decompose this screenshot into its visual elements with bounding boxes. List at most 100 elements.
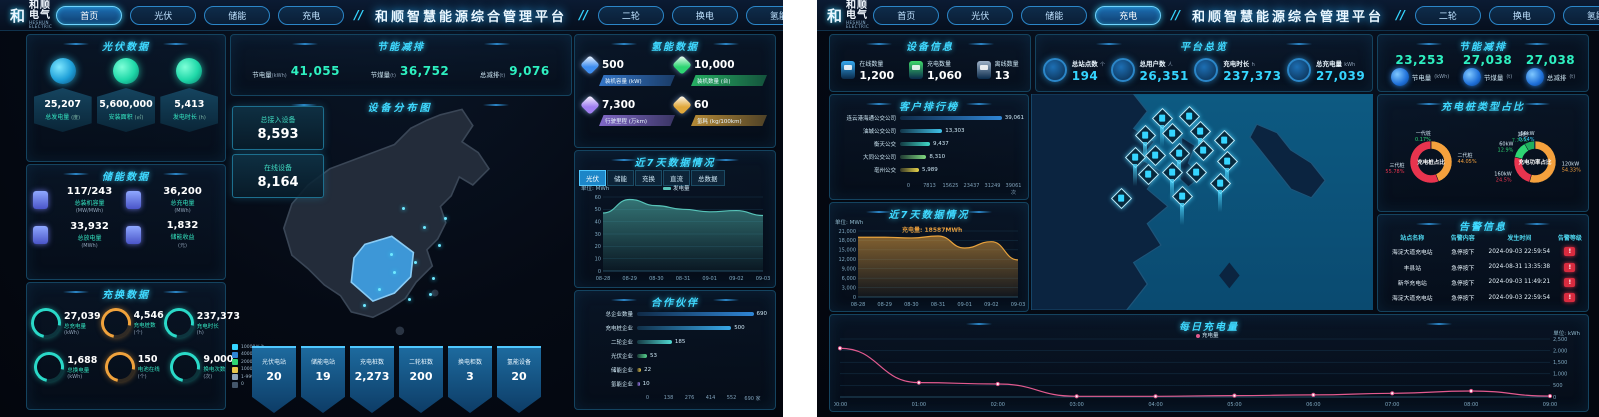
x-axis-tick: 01:00 (912, 402, 926, 408)
week-tab-2[interactable]: 储能 (607, 170, 634, 186)
x-axis-tick: 05:00 (1227, 402, 1241, 408)
logo: 和 和顺电气 HESHUN ELECTRIC (827, 1, 869, 29)
legend-swatch (232, 344, 238, 350)
device-dot (402, 206, 405, 210)
panel-title: 告警信息 (1378, 215, 1588, 233)
pump-glyph (1169, 129, 1176, 137)
pv-stat-item: 5,413 发电时长 (h) (159, 58, 219, 132)
saving-stat-item: 节电量(kWh) 41,055 (252, 62, 340, 81)
energy-icon (1462, 67, 1481, 86)
stat-label: 储能收益 (170, 234, 195, 241)
stat-label: 总装机容量 (74, 200, 105, 207)
bar-value: 10 (642, 381, 650, 387)
stat-unit: kWh (1344, 61, 1356, 68)
y-axis-tick: 1,000 (1553, 372, 1567, 378)
panel-title: 光伏数据 (27, 35, 225, 53)
bar (900, 168, 919, 173)
x-axis-tick: 09-01 (957, 302, 972, 308)
bar (900, 115, 1002, 120)
charging-pile-icon (976, 61, 991, 79)
alarm-row[interactable]: 海淀大道充电站 急停按下 2024-09-03 22:59:54! (1382, 244, 1584, 259)
nav-charge[interactable]: 充电 (278, 5, 345, 25)
panel-title: 近7天数据情况 (830, 203, 1028, 221)
slash-decor: // (354, 8, 364, 22)
nav-charge[interactable]: 充电 (1095, 5, 1162, 25)
bar-row: 充电桩企业 500 (581, 324, 767, 332)
light-beam (1132, 163, 1137, 186)
stat-label: 行驶里程 (万km) (599, 115, 675, 126)
nav-storage[interactable]: 储能 (1021, 5, 1088, 25)
nav-swap[interactable]: 换电 (1488, 5, 1555, 25)
x-axis-tick: 09-02 (729, 276, 744, 282)
alarm-level-icon: ! (1564, 247, 1576, 257)
stat-unit: (h) (196, 329, 204, 336)
nav-home[interactable]: 首页 (56, 5, 123, 25)
partners-bar-chart: 总企业数量 690 充电桩企业 500 二轮企业 185 光伏企业 53 储能企业 22 氢能企业 1… (581, 307, 767, 391)
data-line (602, 198, 764, 217)
nav-hydrogen[interactable]: 氢能 (745, 5, 783, 25)
y-axis-tick: 1,500 (1553, 360, 1567, 366)
rocket-icon (672, 95, 692, 115)
alarm-row[interactable]: 丰县站 急停按下 2024-08-31 13:35:38! (1382, 259, 1584, 274)
bar-row: 光伏企业 53 (581, 352, 767, 360)
week-tab-5[interactable]: 总数据 (691, 170, 725, 186)
panel-title: 氢能数据 (575, 35, 775, 53)
pv-stats: 25,207 总发电量 (度) 5,600,000 安装面积 (㎡) 5,413 发电时长… (27, 52, 225, 132)
stat-value: 194 (1071, 68, 1099, 83)
alarm-level-icon: ! (1564, 293, 1576, 303)
area-fill (858, 236, 1018, 297)
chargeswap-stat-item: 4,546 充电桩数 (个) (94, 302, 164, 344)
bar-value: 690 (756, 311, 768, 317)
stat-label: 总发电量 (度) (45, 114, 81, 121)
nav-home[interactable]: 首页 (873, 5, 940, 25)
chargeswap-stat-item: 150 电池在线 (个) (98, 346, 164, 388)
stat-unit: (kWh) (67, 373, 83, 380)
week-tab-1[interactable]: 光伏 (579, 170, 606, 186)
stat-unit: (MW/MWh) (75, 208, 104, 214)
stat-label: 安装面积 (㎡) (108, 114, 144, 121)
alarm-row[interactable]: 海淀大道充电站 急停按下 2024-09-03 22:59:54! (1382, 290, 1584, 305)
nav-storage[interactable]: 储能 (204, 5, 271, 25)
stat-unit: (h) (198, 115, 206, 121)
light-beam (1170, 178, 1175, 201)
stat-label: 节煤量 (1483, 73, 1504, 82)
bar-label: 衡天公交 (873, 141, 896, 148)
nav-twowheel[interactable]: 二轮 (597, 5, 664, 25)
bar-track: 5,989 (900, 167, 1024, 173)
nav-hydrogen[interactable]: 氢能 (1562, 5, 1599, 25)
stat-unit: (kWh) (271, 72, 287, 79)
ring-icon (1286, 58, 1311, 82)
stat-label: 总换电量 (67, 367, 90, 374)
total-devices-stat: 总接入设备 8,593 (232, 106, 324, 150)
stat-value: 5,413 (174, 99, 205, 110)
donut-label: 一代桩 0.17% (1415, 130, 1431, 143)
alarm-header-cell: 发生时间 (1507, 235, 1532, 242)
nav-swap[interactable]: 换电 (671, 5, 738, 25)
device-stats: 在线数量 1,200 充电数量 1,060 离线数量 13 (830, 52, 1030, 88)
station-tile: 光伏电站 20 (252, 346, 296, 413)
stat-label: 总减排 (1546, 73, 1567, 82)
alarm-row[interactable]: 新华充电站 急停按下 2024-09-03 11:49:21! (1382, 275, 1584, 290)
week-tab-4[interactable]: 直流 (663, 170, 690, 186)
saving-stats: 节电量 (kWh) 23,253 节煤量 (t) 27,038 总减排 (t) 27,038 (1378, 52, 1588, 86)
bar-label: 光伏企业 (610, 354, 633, 360)
alarm-site: 海淀大道充电站 (1392, 296, 1433, 303)
stat-unit: (t) (499, 72, 506, 79)
nav-pv[interactable]: 光伏 (947, 5, 1014, 25)
device-dot (378, 287, 381, 291)
week-area-chart: 0 10 20 30 40 50 60 08-28 08-29 08-30 08-31 09-01 09… (595, 195, 771, 282)
alarm-table: 站点名称 告警内容 发生时间 告警等级 海淀大道充电站 急停按下 2024-09-03 22… (1382, 231, 1584, 306)
panel-title: 合作伙伴 (575, 291, 775, 309)
bar-track: 10 (637, 381, 767, 387)
week-tab-3[interactable]: 充换 (635, 170, 662, 186)
china-map[interactable] (258, 104, 558, 374)
stat-value: 10,000 (694, 59, 735, 71)
nav-pv[interactable]: 光伏 (130, 5, 197, 25)
nav-twowheel[interactable]: 二轮 (1414, 5, 1481, 25)
bar-row: 大同公交公司 8,310 (834, 153, 1024, 161)
chart-legend: 充电量 (1196, 331, 1219, 339)
stat-value: 1,688 (67, 354, 98, 366)
logo-subtitle: HESHUN ELECTRIC (846, 20, 870, 29)
panel-title: 节能减排 (1378, 35, 1588, 53)
legend-label: 0 (241, 382, 244, 387)
